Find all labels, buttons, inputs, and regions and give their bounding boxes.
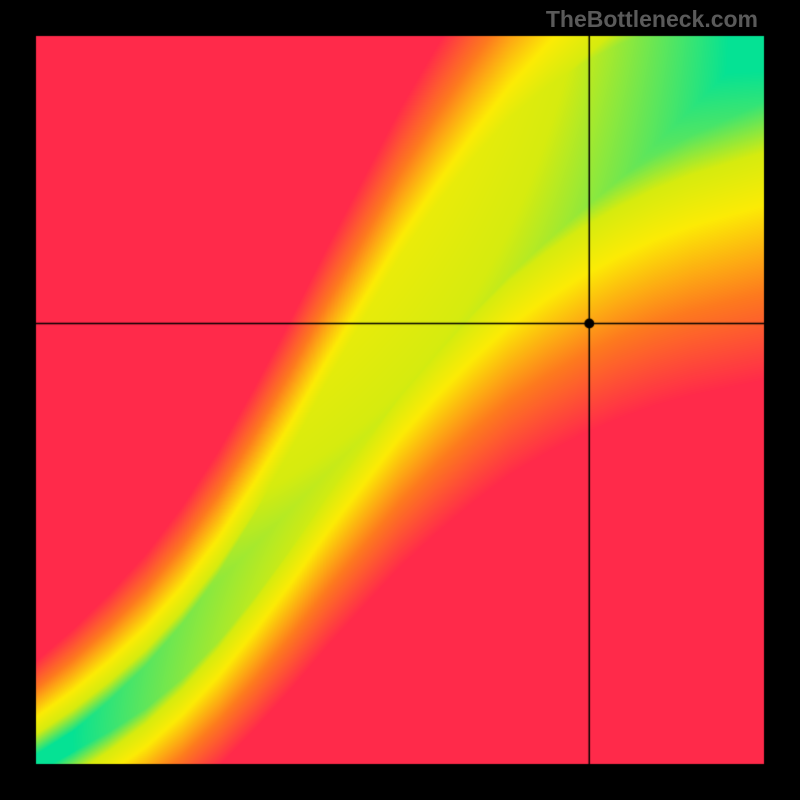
watermark-text: TheBottleneck.com <box>546 6 758 33</box>
bottleneck-heatmap <box>0 0 800 800</box>
